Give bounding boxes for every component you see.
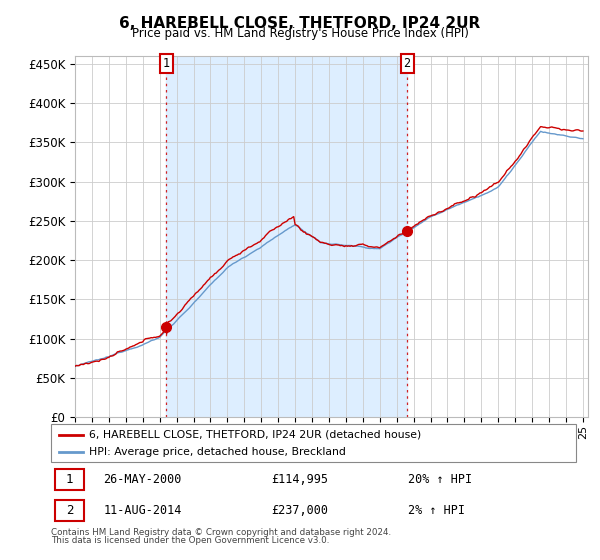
Bar [55,500,84,521]
Text: 11-AUG-2014: 11-AUG-2014 [104,504,182,517]
Text: Contains HM Land Registry data © Crown copyright and database right 2024.: Contains HM Land Registry data © Crown c… [51,528,391,536]
Text: 26-MAY-2000: 26-MAY-2000 [104,473,182,486]
Text: 1: 1 [163,57,170,71]
Bar [55,469,84,490]
Text: Price paid vs. HM Land Registry's House Price Index (HPI): Price paid vs. HM Land Registry's House … [131,27,469,40]
Text: 1: 1 [66,473,73,486]
Text: £114,995: £114,995 [271,473,329,486]
Text: 2: 2 [66,504,73,517]
Text: 2: 2 [404,57,411,71]
Text: 6, HAREBELL CLOSE, THETFORD, IP24 2UR (detached house): 6, HAREBELL CLOSE, THETFORD, IP24 2UR (d… [89,430,421,440]
Bar [166,56,407,417]
Text: 2% ↑ HPI: 2% ↑ HPI [408,504,465,517]
Text: 20% ↑ HPI: 20% ↑ HPI [408,473,472,486]
Text: This data is licensed under the Open Government Licence v3.0.: This data is licensed under the Open Gov… [51,536,329,545]
Text: 6, HAREBELL CLOSE, THETFORD, IP24 2UR: 6, HAREBELL CLOSE, THETFORD, IP24 2UR [119,16,481,31]
Text: HPI: Average price, detached house, Breckland: HPI: Average price, detached house, Brec… [89,447,346,458]
Text: £237,000: £237,000 [271,504,329,517]
